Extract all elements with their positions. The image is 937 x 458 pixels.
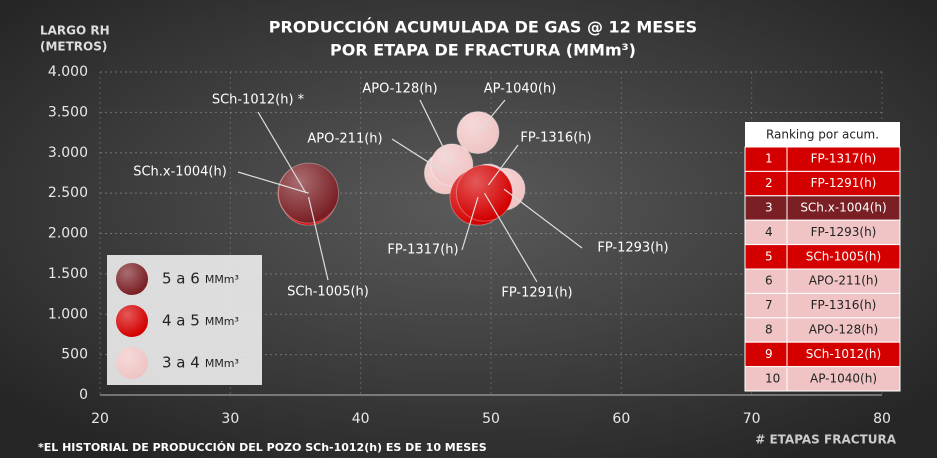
table-rank: 10 — [765, 371, 780, 385]
y-tick-label: 1.000 — [48, 306, 88, 322]
table-header-bg — [745, 122, 900, 147]
table-cell — [786, 146, 901, 172]
table-rank: 6 — [765, 274, 773, 288]
table-well: APO-211(h) — [809, 274, 878, 288]
table-rank: 1 — [765, 152, 773, 166]
table-rank: 3 — [765, 201, 773, 215]
table-well: FP-1316(h) — [811, 298, 877, 312]
table-well: SCh.x-1004(h) — [800, 201, 886, 215]
table-cell — [786, 244, 901, 270]
x-tick-label: 20 — [91, 411, 109, 427]
leader-line — [419, 99, 453, 166]
table-rank: 5 — [765, 249, 773, 263]
table-well: AP-1040(h) — [810, 371, 877, 385]
bubble-label: FP-1291(h) — [501, 286, 572, 301]
bubble-label: FP-1316(h) — [520, 131, 591, 146]
table-cell — [744, 268, 788, 294]
chart-title: PRODUCCIÓN ACUMULADA DE GAS @ 12 MESES — [269, 18, 697, 37]
leader-line — [487, 144, 519, 186]
table-cell — [744, 170, 788, 197]
y-tick-label: 3.500 — [48, 104, 88, 120]
table-rank: 9 — [765, 347, 773, 361]
legend-shine — [116, 263, 148, 295]
table-cell — [744, 219, 788, 246]
x-tick-label: 30 — [221, 411, 239, 427]
table-rank: 2 — [765, 176, 773, 190]
y-tick-label: 3.000 — [48, 145, 88, 161]
table-well: APO-128(h) — [809, 323, 878, 337]
table-well: FP-1293(h) — [811, 225, 877, 239]
x-tick-label: 40 — [352, 411, 370, 427]
x-tick-label: 60 — [612, 411, 630, 427]
table-well: SCh-1012(h) — [806, 347, 881, 361]
legend-unit: MMm³ — [205, 273, 239, 286]
x-tick-label: 70 — [743, 411, 761, 427]
legend-unit: MMm³ — [205, 315, 239, 328]
x-tick-label: 80 — [873, 411, 891, 427]
table-cell — [786, 268, 901, 294]
bubble-label: FP-1293(h) — [597, 241, 668, 256]
table-well: FP-1317(h) — [811, 152, 877, 166]
legend-shine — [116, 305, 148, 337]
legend-shine — [116, 347, 148, 379]
bubble-label: APO-128(h) — [362, 82, 437, 97]
x-tick-label: 50 — [482, 411, 500, 427]
leader-line — [483, 192, 538, 283]
table-well: FP-1291(h) — [811, 176, 877, 190]
bubble-label: FP-1317(h) — [387, 243, 458, 258]
table-cell — [744, 146, 788, 172]
leader-line — [477, 99, 506, 133]
table-rank: 4 — [765, 225, 773, 239]
y-tick-label: 2.000 — [48, 226, 88, 242]
leader-line — [461, 196, 479, 251]
legend-label: 3 a 4 — [162, 354, 200, 372]
footnote: *EL HISTORIAL DE PRODUCCIÓN DEL POZO SCh… — [38, 441, 487, 454]
bubble-label: APO-211(h) — [307, 132, 382, 147]
legend-label: 4 a 5 — [162, 312, 200, 330]
y-tick-label: 0 — [79, 387, 88, 403]
bubble-label: SCh-1005(h) — [287, 285, 369, 300]
bubble-label: SCh-1012(h) * — [212, 93, 305, 108]
y-tick-label: 500 — [61, 347, 88, 363]
y-axis-label: (METROS) — [40, 40, 107, 54]
table-well: SCh-1005(h) — [806, 249, 881, 263]
table-cell — [786, 317, 901, 343]
y-tick-label: 4.000 — [48, 64, 88, 80]
table-cell — [786, 366, 901, 392]
leader-line — [503, 188, 583, 249]
table-rank: 8 — [765, 323, 773, 337]
table-rank: 7 — [765, 298, 773, 312]
table-cell — [786, 219, 901, 246]
leader-line — [257, 111, 307, 194]
y-tick-label: 2.500 — [48, 185, 88, 201]
y-tick-label: 1.500 — [48, 266, 88, 282]
legend-unit: MMm³ — [205, 357, 239, 370]
x-axis-label: # ETAPAS FRACTURA — [755, 433, 896, 447]
bubble-label: AP-1040(h) — [484, 82, 557, 97]
bubble-label: SCh.x-1004(h) — [133, 165, 227, 180]
chart-title: POR ETAPA DE FRACTURA (MMm³) — [330, 41, 636, 60]
y-axis-label: LARGO RH — [40, 24, 110, 38]
legend-label: 5 a 6 — [162, 270, 200, 288]
leader-line — [391, 138, 446, 174]
leader-line — [307, 197, 329, 281]
table-header: Ranking por acum. — [766, 128, 879, 142]
leader-line — [237, 171, 309, 194]
table-cell — [786, 170, 901, 197]
